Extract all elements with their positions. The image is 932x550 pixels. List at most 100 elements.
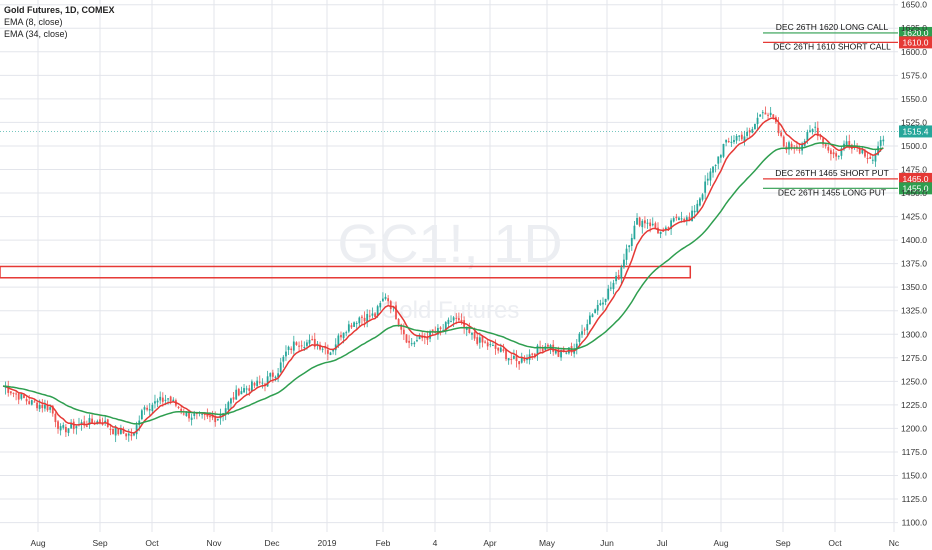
- candle-body: [699, 198, 701, 206]
- ema-fast-line: [2, 117, 884, 434]
- candle-body: [727, 141, 730, 143]
- candle-body: [678, 217, 680, 221]
- time-axis[interactable]: Aug Sep Oct Nov Dec 2019 Feb 4 Apr May Jun Jul Aug Se…: [30, 538, 900, 548]
- candle-body: [172, 399, 175, 402]
- candle-body: [70, 422, 73, 429]
- candle-body: [507, 358, 510, 361]
- candle-body: [237, 388, 240, 396]
- candle-body: [871, 159, 874, 161]
- candle-body: [609, 287, 612, 289]
- candle-body: [746, 131, 748, 136]
- candle-body: [764, 112, 767, 115]
- watermark: GC1!, 1D Gold Futures: [337, 214, 562, 324]
- candle-body: [782, 136, 785, 147]
- x-tick-label: Dec: [264, 538, 280, 548]
- candle-body: [20, 393, 23, 399]
- candle-body: [429, 331, 431, 339]
- candle-body: [23, 395, 25, 399]
- candle-body: [730, 141, 733, 143]
- candle-body: [290, 348, 293, 350]
- y-tick-label: 1450.0: [901, 188, 927, 198]
- support-zone[interactable]: [0, 265, 692, 279]
- candle-body: [306, 342, 308, 346]
- x-tick-label: Jun: [600, 538, 614, 548]
- chart-legend: Gold Futures, 1D, COMEX EMA (8, close) E…: [4, 4, 115, 40]
- candlesticks: [4, 106, 885, 443]
- candle-body: [164, 399, 167, 401]
- candle-body: [858, 149, 861, 154]
- candle-body: [232, 397, 235, 400]
- price-axis[interactable]: 1100.0 1125.0 1150.0 1175.0 1200.0 1225.0 1250…: [901, 0, 927, 528]
- legend-ema-fast: EMA (8, close): [4, 17, 63, 27]
- candle-body: [389, 301, 392, 310]
- candle-body: [780, 132, 783, 136]
- candle-body: [248, 388, 251, 391]
- candle-body: [347, 324, 350, 332]
- candle-body: [714, 165, 717, 167]
- candle-body: [620, 267, 623, 279]
- y-tick-label: 1400.0: [901, 235, 927, 245]
- candle-body: [12, 392, 15, 394]
- candle-body: [822, 138, 824, 145]
- candle-body: [811, 129, 814, 132]
- candle-body: [326, 350, 329, 354]
- candle-body: [486, 342, 489, 347]
- candle-body: [88, 418, 91, 425]
- candle-body: [216, 418, 219, 421]
- candle-body: [712, 166, 714, 173]
- candle-body: [285, 351, 287, 357]
- candle-body: [230, 398, 232, 404]
- candle-body: [748, 130, 751, 133]
- candle-body: [675, 216, 678, 219]
- candle-body: [554, 349, 557, 354]
- candle-body: [122, 429, 125, 434]
- x-tick-label: Nov: [206, 538, 222, 548]
- candle-body: [180, 408, 183, 412]
- candle-body: [531, 353, 534, 355]
- candle-body: [148, 409, 151, 411]
- candle-body: [581, 331, 583, 335]
- candle-body: [313, 338, 316, 347]
- candle-body: [478, 337, 481, 343]
- candle-body: [130, 434, 133, 437]
- candle-body: [594, 309, 597, 313]
- candle-body: [460, 319, 463, 322]
- candle-body: [735, 135, 738, 141]
- candle-body: [790, 143, 793, 148]
- candle-body: [832, 152, 835, 155]
- candle-body: [754, 123, 756, 130]
- y-tick-label: 1650.0: [901, 0, 927, 10]
- candle-body: [112, 428, 114, 435]
- candle-body: [484, 341, 486, 343]
- candle-body: [654, 223, 657, 229]
- candle-body: [683, 218, 686, 221]
- candle-body: [195, 413, 198, 415]
- candle-body: [28, 401, 31, 405]
- candle-body: [664, 227, 667, 231]
- candle-body: [83, 421, 86, 426]
- candle-body: [505, 349, 507, 360]
- candle-body: [140, 410, 143, 420]
- candle-body: [387, 298, 390, 302]
- candle-body: [588, 315, 591, 325]
- candle-body: [722, 143, 725, 157]
- candle-body: [738, 135, 741, 137]
- candle-body: [397, 318, 400, 326]
- candle-body: [227, 402, 230, 410]
- candle-body: [133, 433, 135, 436]
- candle-body: [46, 405, 49, 411]
- y-tick-label: 1575.0: [901, 70, 927, 80]
- candle-body: [864, 150, 866, 157]
- candle-body: [264, 383, 266, 385]
- option-levels[interactable]: DEC 26TH 1620 LONG CALL 1620.0 DEC 26TH 16…: [0, 22, 932, 197]
- candle-body: [321, 348, 324, 350]
- candle-body: [489, 344, 492, 346]
- last-price-tag: [899, 125, 932, 138]
- x-tick-label: 2019: [318, 538, 337, 548]
- candle-body: [261, 382, 264, 384]
- candle-body: [769, 112, 772, 116]
- x-tick-label: Jul: [657, 538, 668, 548]
- candle-body: [67, 428, 70, 433]
- candle-body: [177, 406, 180, 409]
